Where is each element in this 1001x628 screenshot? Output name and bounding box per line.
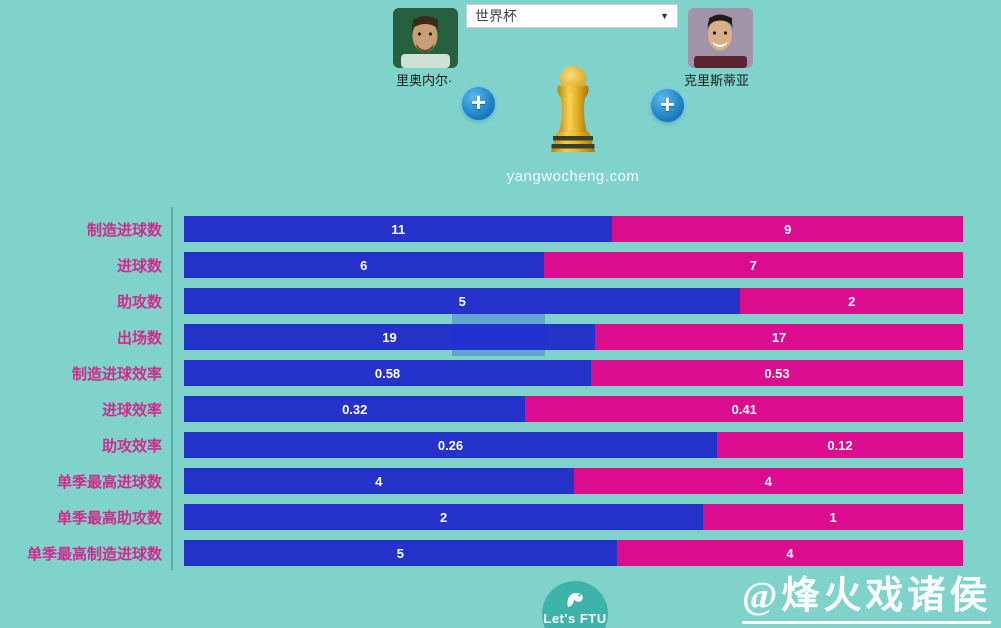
bar-segment-right-value: 2: [740, 288, 963, 314]
player-right-name: 克里斯蒂亚: [684, 73, 750, 88]
comparison-bar: 0.26 0.12: [184, 432, 963, 458]
chevron-down-icon: ▼: [660, 11, 669, 21]
bar-segment-right-value: 0.53: [591, 360, 963, 386]
bar-segment-left-value: 0.26: [184, 432, 717, 458]
flamingo-icon: [567, 593, 583, 607]
row-category-label: 制造进球效率: [71, 365, 162, 383]
chart-row: 制造进球数 11 9: [0, 216, 963, 242]
site-watermark-text: yangwocheng.com: [506, 168, 640, 185]
bar-segment-left-value: 0.58: [184, 360, 592, 386]
comparison-bar: 0.58 0.53: [184, 360, 963, 386]
bar-segment-left-value: 4: [184, 468, 574, 494]
chart-row: 助攻效率 0.26 0.12: [0, 432, 963, 458]
chart-row: 出场数 19 17: [0, 324, 963, 350]
bar-segment-right-value: 17: [595, 324, 963, 350]
bar-segment-right-value: 4: [616, 540, 963, 566]
row-category-label: 单季最高进球数: [56, 473, 162, 491]
bar-segment-left-value: 2: [184, 504, 704, 530]
row-category-label: 单季最高制造进球数: [26, 545, 162, 563]
chart-row: 单季最高制造进球数 5 4: [0, 540, 963, 566]
plus-icon: +: [470, 87, 487, 117]
row-category-label: 助攻数: [116, 293, 162, 311]
chart-axis-line: [171, 207, 173, 570]
bar-segment-right-value: 4: [573, 468, 963, 494]
player-right-photo[interactable]: [688, 8, 753, 68]
chart-row: 助攻数 5 2: [0, 288, 963, 314]
row-category-label: 进球效率: [101, 401, 162, 419]
player-left-name: 里奥内尔·: [396, 73, 453, 88]
competition-select[interactable]: 世界杯 ▼: [466, 4, 678, 28]
bar-segment-right-value: 7: [543, 252, 963, 278]
bar-segment-right-value: 0.12: [717, 432, 963, 458]
bar-segment-left-value: 5: [184, 540, 617, 566]
row-category-label: 出场数: [116, 329, 162, 347]
player-left-photo[interactable]: [393, 8, 458, 68]
bar-segment-right-value: 1: [703, 504, 963, 530]
bar-segment-right-value: 9: [612, 216, 963, 242]
row-category-label: 制造进球数: [86, 221, 162, 239]
comparison-bar: 0.32 0.41: [184, 396, 963, 422]
chart-row: 单季最高进球数 4 4: [0, 468, 963, 494]
bar-segment-left-value: 5: [184, 288, 741, 314]
bar-segment-left-value: 11: [184, 216, 613, 242]
competition-select-value: 世界杯: [475, 8, 517, 24]
bar-segment-left-value: 6: [184, 252, 544, 278]
chart-row: 进球数 6 7: [0, 252, 963, 278]
add-right-button[interactable]: +: [651, 89, 684, 122]
plus-icon: +: [659, 89, 676, 119]
bar-segment-right-value: 0.41: [525, 396, 963, 422]
comparison-chart: 制造进球数 11 9 进球数 6 7 助攻数 5 2 出场数 19 17 制造进球效率 0.58 0.53 进…: [0, 216, 963, 576]
row-category-label: 助攻效率: [101, 437, 162, 455]
chart-row: 制造进球效率 0.58 0.53: [0, 360, 963, 386]
messi-portrait-image: [393, 8, 458, 68]
ftu-logo-text: Let's FTU: [543, 611, 607, 626]
chart-row: 单季最高助攻数 2 1: [0, 504, 963, 530]
world-cup-trophy-icon: [537, 64, 609, 163]
comparison-bar: 19 17: [184, 324, 963, 350]
ronaldo-portrait-image: [688, 8, 753, 68]
row-category-label: 进球数: [116, 257, 162, 275]
row-category-label: 单季最高助攻数: [56, 509, 162, 527]
artist-watermark-text: @烽火戏诸侯: [742, 575, 992, 624]
comparison-bar: 11 9: [184, 216, 963, 242]
add-left-button[interactable]: +: [462, 87, 495, 120]
chart-row: 进球效率 0.32 0.41: [0, 396, 963, 422]
ftu-logo: Let's FTU: [542, 581, 608, 628]
bar-segment-left-value: 0.32: [184, 396, 526, 422]
bar-segment-left-value: 19: [184, 324, 596, 350]
